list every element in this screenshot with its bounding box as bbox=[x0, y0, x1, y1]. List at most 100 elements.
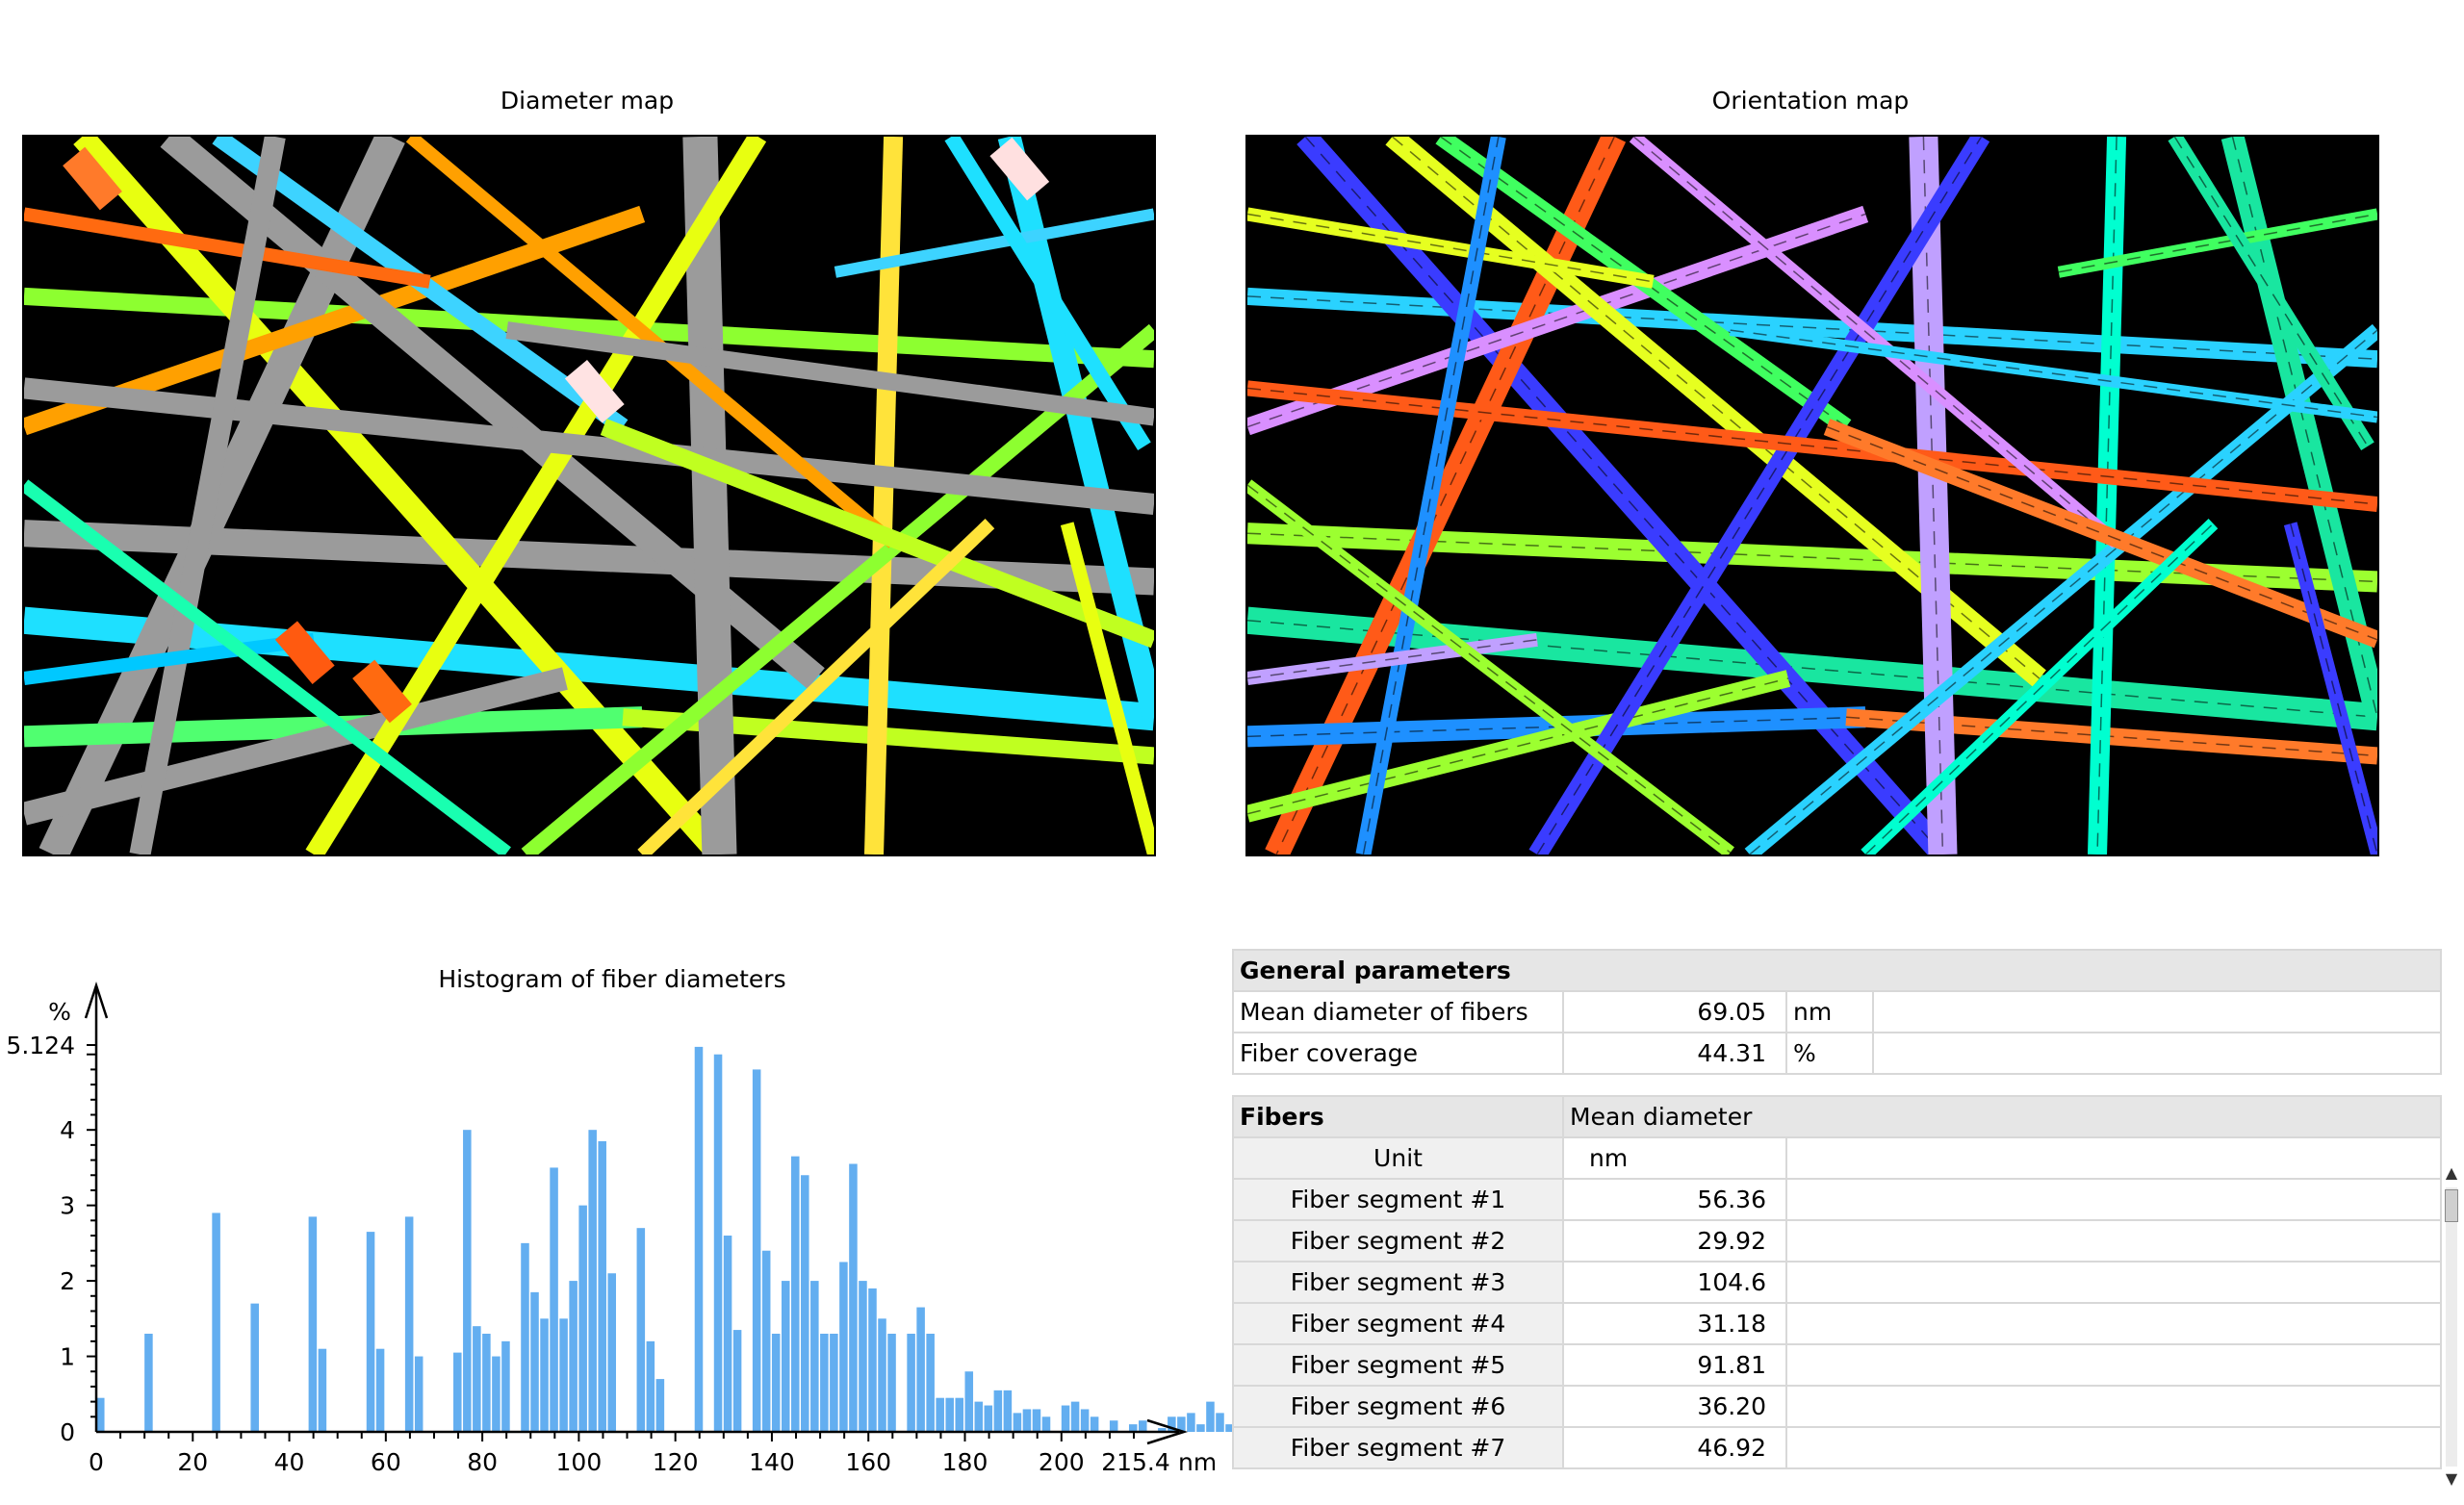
histogram-bar bbox=[492, 1356, 500, 1432]
histogram-bar bbox=[1128, 1424, 1138, 1432]
fiber-value: 104.6 bbox=[1562, 1261, 1787, 1304]
oriented-fiber bbox=[1247, 287, 2377, 369]
fibers-table-scrollbar[interactable]: ▲ ▼ bbox=[2442, 1164, 2461, 1492]
histogram-bar bbox=[974, 1401, 984, 1432]
histogram-bar bbox=[1187, 1413, 1195, 1432]
histogram-bar bbox=[887, 1334, 896, 1432]
histogram-bar bbox=[1013, 1413, 1022, 1432]
histogram-bar bbox=[839, 1262, 848, 1432]
fiber-segment bbox=[73, 137, 729, 855]
histogram-bar bbox=[761, 1250, 771, 1432]
histogram-bar bbox=[318, 1348, 327, 1432]
oriented-fiber bbox=[1528, 137, 1990, 855]
general-parameters-header: General parameters bbox=[1232, 949, 2442, 992]
histogram-bar bbox=[1139, 1420, 1147, 1432]
oriented-fiber bbox=[1744, 323, 2377, 855]
fiber-segment bbox=[24, 632, 315, 685]
table-row[interactable]: Fiber coverage 44.31 % bbox=[1232, 1032, 2442, 1075]
fiber-label: Fiber segment #5 bbox=[1232, 1343, 1564, 1387]
fiber-label: Fiber segment #4 bbox=[1232, 1302, 1564, 1345]
histogram-bar bbox=[569, 1281, 578, 1432]
table-row[interactable]: Mean diameter of fibers 69.05 nm bbox=[1232, 990, 2442, 1033]
table-row[interactable]: Fiber segment #1 56.36 bbox=[1232, 1178, 2442, 1221]
x-tick-label: 140 bbox=[749, 1448, 795, 1476]
fiber-label: Fiber segment #6 bbox=[1232, 1385, 1564, 1428]
fiber-segment bbox=[637, 519, 995, 855]
histogram-bar bbox=[366, 1232, 375, 1432]
histogram-bar bbox=[453, 1352, 462, 1432]
unit-label: Unit bbox=[1232, 1136, 1564, 1180]
param-value: 69.05 bbox=[1562, 990, 1787, 1033]
table-row[interactable]: Fiber segment #4 31.18 bbox=[1232, 1302, 2442, 1345]
scrollbar-thumb[interactable] bbox=[2445, 1189, 2458, 1222]
histogram-bar bbox=[993, 1390, 1003, 1432]
fiber-segment bbox=[682, 137, 737, 855]
histogram-bar bbox=[732, 1330, 742, 1432]
table-row[interactable]: Fiber segment #2 29.92 bbox=[1232, 1219, 2442, 1263]
histogram-bar bbox=[1022, 1409, 1032, 1432]
histogram-bar bbox=[588, 1130, 597, 1432]
fiber-segment bbox=[521, 323, 1154, 855]
y-tick-label: 0 bbox=[60, 1418, 75, 1446]
oriented-fiber bbox=[1355, 137, 1506, 855]
param-label: Mean diameter of fibers bbox=[1232, 990, 1564, 1033]
histogram-bar bbox=[1070, 1401, 1080, 1432]
fiber-patch bbox=[564, 359, 625, 423]
fiber-patch bbox=[989, 137, 1050, 201]
fibers-label: Fibers bbox=[1232, 1095, 1564, 1138]
histogram-bar bbox=[926, 1334, 935, 1432]
histogram-bar bbox=[945, 1397, 954, 1432]
histogram-bar bbox=[859, 1281, 867, 1432]
fiber-segment bbox=[24, 479, 511, 855]
histogram-bar bbox=[1090, 1416, 1099, 1432]
fiber-value: 36.20 bbox=[1562, 1385, 1787, 1428]
table-row[interactable]: Fiber segment #7 46.92 bbox=[1232, 1426, 2442, 1469]
histogram-bar bbox=[404, 1216, 414, 1432]
histogram-title: Histogram of fiber diameters bbox=[438, 965, 785, 993]
fiber-value: 29.92 bbox=[1562, 1219, 1787, 1263]
histogram-bar bbox=[655, 1379, 665, 1432]
histogram-bar bbox=[598, 1140, 606, 1432]
histogram-bar bbox=[878, 1318, 886, 1432]
x-tick-label: 100 bbox=[556, 1448, 603, 1476]
param-label: Fiber coverage bbox=[1232, 1032, 1564, 1075]
fiber-label: Fiber segment #2 bbox=[1232, 1219, 1564, 1263]
x-tick-label: 20 bbox=[177, 1448, 208, 1476]
oriented-fiber bbox=[1909, 137, 1958, 855]
table-row[interactable]: Fiber segment #5 91.81 bbox=[1232, 1343, 2442, 1387]
fiber-segment bbox=[129, 137, 286, 855]
fiber-segment bbox=[24, 667, 568, 826]
x-tick-label: 120 bbox=[653, 1448, 699, 1476]
histogram-bar bbox=[1158, 1428, 1167, 1432]
param-unit: % bbox=[1785, 1032, 1874, 1075]
histogram-bar bbox=[694, 1046, 704, 1432]
histogram-bar bbox=[144, 1334, 153, 1432]
fiber-label: Fiber segment #7 bbox=[1232, 1426, 1564, 1469]
oriented-fiber bbox=[1296, 137, 1952, 855]
scrollbar-track[interactable] bbox=[2446, 1187, 2457, 1467]
table-row[interactable]: Fiber segment #6 36.20 bbox=[1232, 1385, 2442, 1428]
oriented-fiber bbox=[1247, 632, 1538, 685]
histogram-bar bbox=[308, 1216, 318, 1432]
histogram-bar bbox=[636, 1228, 646, 1432]
oriented-fiber bbox=[2087, 137, 2127, 855]
mean-diameter-column-header: Mean diameter bbox=[1562, 1095, 2442, 1138]
scroll-up-arrow-icon[interactable]: ▲ bbox=[2445, 1163, 2458, 1182]
oriented-fiber bbox=[1247, 479, 1734, 855]
diameter-map-image bbox=[22, 135, 1156, 856]
histogram-bar bbox=[501, 1340, 510, 1432]
histogram-bar bbox=[1109, 1420, 1118, 1432]
histogram-bar bbox=[964, 1371, 974, 1432]
histogram-chart: Histogram of fiber diameters % 0 20 40 60 80… bbox=[6, 965, 1232, 1476]
histogram-bar bbox=[414, 1356, 424, 1432]
x-tick-label: 160 bbox=[845, 1448, 891, 1476]
scroll-down-arrow-icon[interactable]: ▼ bbox=[2445, 1469, 2458, 1488]
fiber-patch bbox=[63, 146, 122, 211]
histogram-bar bbox=[723, 1236, 732, 1432]
histogram-bar bbox=[1041, 1416, 1051, 1432]
histogram-bar bbox=[1177, 1416, 1186, 1432]
histogram-bar bbox=[1003, 1390, 1013, 1432]
oriented-fiber bbox=[2168, 137, 2374, 450]
histogram-bar bbox=[375, 1348, 385, 1432]
table-row[interactable]: Fiber segment #3 104.6 bbox=[1232, 1261, 2442, 1304]
